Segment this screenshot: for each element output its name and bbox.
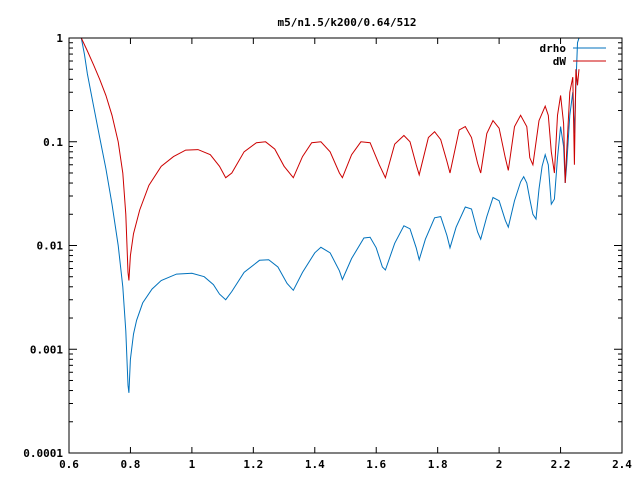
x-tick-label: 2: [496, 458, 503, 471]
series-line-dW: [80, 38, 580, 281]
y-tick-label: 0.01: [37, 240, 64, 253]
plot-frame: [68, 37, 623, 454]
y-tick-label: 0.0001: [23, 447, 63, 460]
legend-label-dW: dW: [553, 55, 567, 68]
x-tick-label: 1.2: [243, 458, 263, 471]
x-tick-label: 1: [189, 458, 196, 471]
chart-title: m5/n1.5/k200/0.64/512: [277, 16, 416, 29]
x-tick-label: 1.8: [428, 458, 448, 471]
legend-label-drho: drho: [540, 42, 567, 55]
x-axis: 0.6 0.8 1 1.2 1.4 1.6 1.8 2 2.2 2.4: [59, 38, 632, 471]
x-tick-label: 1.4: [305, 458, 325, 471]
x-tick-label: 0.6: [59, 458, 79, 471]
y-tick-label: 1: [56, 32, 63, 45]
x-tick-label: 0.8: [121, 458, 141, 471]
y-tick-label: 0.1: [43, 136, 63, 149]
x-tick-label: 2.4: [612, 458, 632, 471]
x-tick-label: 2.2: [551, 458, 571, 471]
series-line-drho: [80, 38, 580, 393]
y-tick-label: 0.001: [30, 343, 63, 356]
x-tick-label: 1.6: [366, 458, 386, 471]
series-layer: [80, 38, 580, 393]
y-axis: 0.0001 0.001 0.01 0.1 1: [23, 32, 622, 460]
